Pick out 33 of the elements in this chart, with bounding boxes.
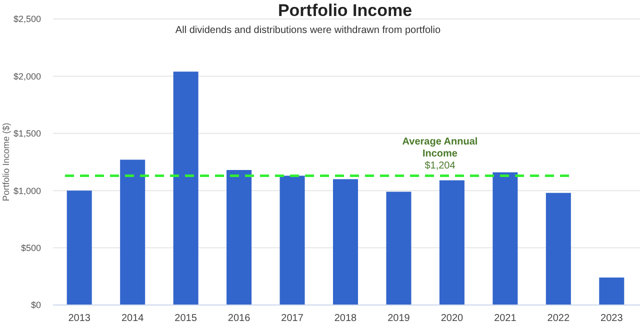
x-tick-label: 2017 — [281, 313, 304, 324]
x-tick-label: 2018 — [334, 313, 358, 324]
bar — [226, 170, 252, 305]
bar — [66, 190, 92, 305]
bar — [439, 180, 464, 305]
x-tick-label: 2016 — [228, 313, 251, 324]
y-tick-label: $2,500 — [13, 14, 41, 24]
bar — [173, 72, 198, 305]
x-tick-label: 2014 — [121, 313, 144, 324]
bar — [599, 278, 624, 305]
annotation: $1,204 — [424, 160, 456, 172]
text: All dividends and distributions were withdrawn from portfolio — [175, 25, 441, 36]
y-tick-label: $1,000 — [13, 186, 41, 196]
bar — [546, 192, 571, 305]
bar — [386, 192, 412, 305]
bar — [492, 172, 518, 305]
ref-line-label: Average Annual Income — [402, 136, 478, 160]
x-tick-label: 2013 — [68, 313, 91, 324]
bar — [280, 176, 305, 305]
bar — [120, 160, 146, 305]
x-tick-label: 2023 — [600, 313, 624, 324]
x-tick-label: 2019 — [388, 313, 410, 324]
y-tick-label: $2,000 — [13, 71, 41, 82]
x-tick-label: 2015 — [174, 313, 198, 324]
y-tick-label: $0 — [30, 300, 41, 310]
chart-title: Portfolio Income — [278, 1, 412, 20]
bar — [332, 179, 358, 305]
x-tick-label: 2022 — [547, 313, 570, 324]
y-axis-title: Portfolio Income ($) — [1, 122, 11, 202]
x-tick-label: 2020 — [440, 313, 464, 324]
y-tick-label: $500 — [20, 242, 41, 253]
x-tick-label: 2021 — [494, 313, 517, 324]
y-tick-label: $1,500 — [13, 128, 41, 139]
